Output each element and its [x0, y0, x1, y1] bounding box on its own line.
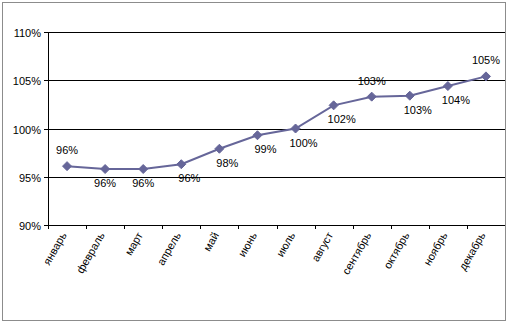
x-tick-label: февраль	[74, 230, 107, 276]
chart-border	[3, 3, 506, 321]
x-tick-label: январь	[41, 230, 69, 267]
marker	[253, 131, 262, 140]
x-tick-label: май	[201, 230, 221, 253]
marker	[177, 160, 186, 169]
x-tick	[315, 225, 316, 229]
chart-svg: 90% 95% 100% 105% 110% январьфевраль март апрел…	[0, 0, 510, 330]
marker	[215, 144, 224, 153]
grid-line	[48, 177, 505, 178]
data-label: 96%	[94, 177, 116, 189]
y-tick-label: 95%	[19, 172, 41, 184]
x-tick	[429, 225, 430, 229]
x-axis	[48, 225, 505, 226]
y-tick-label: 110%	[14, 27, 42, 39]
y-tick-label: 105%	[13, 75, 41, 87]
data-label: 104%	[442, 94, 470, 106]
x-tick-label: сентябрь	[340, 230, 374, 277]
y-tick	[44, 32, 48, 33]
marker	[367, 92, 376, 101]
chart-container: 90% 95% 100% 105% 110% январьфевраль март апрел…	[0, 0, 510, 330]
grid-line	[48, 80, 505, 81]
data-label: 100%	[289, 137, 317, 149]
x-tick	[124, 225, 125, 229]
x-tick	[391, 225, 392, 229]
data-label: 96%	[178, 172, 200, 184]
x-tick-label: июнь	[236, 230, 260, 259]
x-tick	[353, 225, 354, 229]
marker	[101, 165, 110, 174]
x-tick	[86, 225, 87, 229]
y-axis	[48, 32, 49, 225]
data-label: 98%	[216, 157, 238, 169]
x-tick-label: июль	[274, 230, 298, 259]
grid-line	[48, 129, 505, 130]
x-tick	[200, 225, 201, 229]
series-line	[67, 76, 486, 169]
marker	[63, 162, 72, 171]
plot-area	[63, 72, 491, 174]
y-tick	[44, 177, 48, 178]
data-label: 96%	[132, 177, 154, 189]
x-tick-label: декабрь	[456, 230, 487, 272]
marker	[481, 72, 490, 81]
y-tick-label: 100%	[13, 124, 41, 136]
y-tick	[44, 225, 48, 226]
x-tick	[238, 225, 239, 229]
data-label: 105%	[472, 54, 500, 66]
x-tick-label: март	[122, 230, 145, 257]
x-tick-label: август	[309, 230, 335, 264]
marker	[291, 124, 300, 133]
data-label: 103%	[404, 104, 432, 116]
grid-line	[48, 32, 505, 33]
x-tick-label: октябрь	[381, 230, 412, 271]
marker	[139, 165, 148, 174]
y-tick-label: 90%	[19, 220, 41, 232]
x-tick-label: апрель	[155, 230, 184, 267]
data-label: 96%	[56, 144, 78, 156]
x-tick	[48, 225, 49, 229]
x-tick	[277, 225, 278, 229]
marker	[405, 91, 414, 100]
x-tick	[162, 225, 163, 229]
y-tick	[44, 129, 48, 130]
data-label: 102%	[328, 113, 356, 125]
grid	[44, 33, 505, 226]
y-tick	[44, 80, 48, 81]
data-label: 103%	[358, 75, 386, 87]
data-label: 99%	[254, 143, 276, 155]
grid-line	[48, 225, 505, 226]
marker	[329, 101, 338, 110]
marker	[443, 82, 452, 91]
x-tick-label: ноябрь	[421, 230, 450, 268]
x-tick	[467, 225, 468, 229]
